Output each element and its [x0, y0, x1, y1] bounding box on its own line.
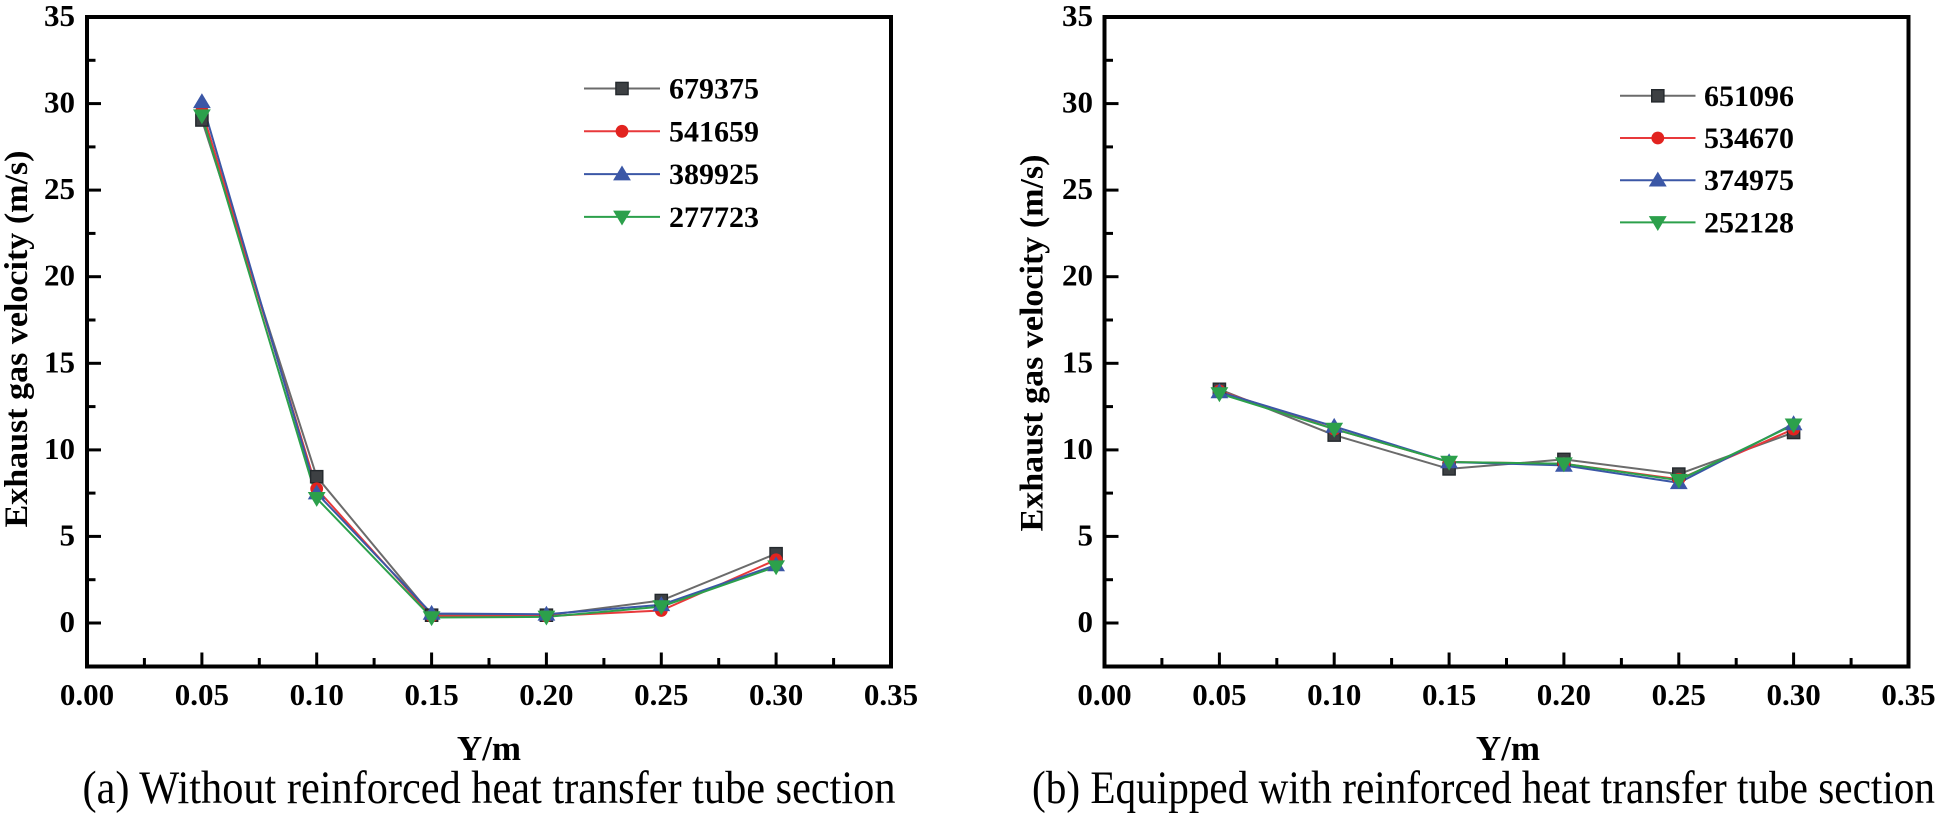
svg-text:(a) Without reinforced heat tr: (a) Without reinforced heat transfer tub… — [83, 762, 896, 814]
svg-text:0.20: 0.20 — [519, 677, 573, 712]
svg-text:0.30: 0.30 — [1766, 677, 1820, 712]
svg-text:10: 10 — [1062, 431, 1093, 466]
svg-text:0.05: 0.05 — [175, 677, 229, 712]
svg-text:277723: 277723 — [669, 201, 759, 234]
svg-text:252128: 252128 — [1704, 206, 1794, 239]
svg-text:(b) Equipped with reinforced h: (b) Equipped with reinforced heat transf… — [1032, 762, 1935, 814]
svg-text:0.35: 0.35 — [1881, 677, 1935, 712]
svg-text:0: 0 — [1078, 604, 1094, 639]
svg-text:30: 30 — [44, 85, 75, 120]
svg-text:534670: 534670 — [1704, 122, 1794, 155]
svg-text:35: 35 — [44, 0, 75, 33]
svg-text:Exhaust gas velocity (m/s): Exhaust gas velocity (m/s) — [1015, 155, 1051, 532]
svg-text:0.20: 0.20 — [1537, 677, 1591, 712]
svg-text:Y/m: Y/m — [1476, 729, 1540, 768]
svg-text:5: 5 — [60, 517, 76, 552]
svg-text:0.30: 0.30 — [749, 677, 803, 712]
svg-text:541659: 541659 — [669, 115, 759, 148]
svg-text:0.25: 0.25 — [1652, 677, 1706, 712]
svg-text:0.10: 0.10 — [290, 677, 344, 712]
svg-text:35: 35 — [1062, 0, 1093, 33]
svg-text:Y/m: Y/m — [457, 729, 521, 768]
svg-text:0.15: 0.15 — [1422, 677, 1476, 712]
svg-text:5: 5 — [1078, 517, 1094, 552]
svg-text:679375: 679375 — [669, 73, 759, 106]
svg-text:20: 20 — [44, 258, 75, 293]
svg-text:30: 30 — [1062, 85, 1093, 120]
svg-text:651096: 651096 — [1704, 80, 1794, 113]
svg-text:20: 20 — [1062, 258, 1093, 293]
svg-text:0.05: 0.05 — [1192, 677, 1246, 712]
svg-text:0.10: 0.10 — [1307, 677, 1361, 712]
svg-text:0.35: 0.35 — [864, 677, 918, 712]
svg-text:10: 10 — [44, 431, 75, 466]
svg-text:0.15: 0.15 — [404, 677, 458, 712]
svg-text:389925: 389925 — [669, 158, 759, 191]
svg-text:25: 25 — [1062, 171, 1093, 206]
svg-text:25: 25 — [44, 171, 75, 206]
svg-text:0.00: 0.00 — [60, 677, 114, 712]
svg-text:15: 15 — [44, 344, 75, 379]
svg-text:15: 15 — [1062, 344, 1093, 379]
svg-text:0.25: 0.25 — [634, 677, 688, 712]
svg-text:374975: 374975 — [1704, 164, 1794, 197]
svg-text:0: 0 — [60, 604, 76, 639]
svg-text:0.00: 0.00 — [1077, 677, 1131, 712]
svg-text:Exhaust gas velocity (m/s): Exhaust gas velocity (m/s) — [0, 151, 35, 528]
